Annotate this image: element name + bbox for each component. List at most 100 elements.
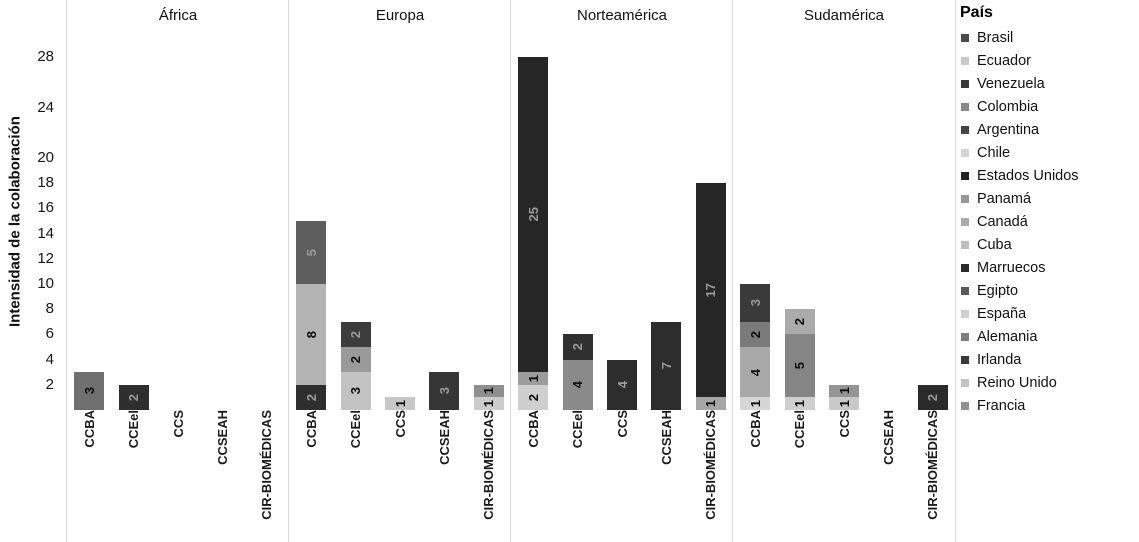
bars-area: 2 1 25 4 2 4 7 1 17 xyxy=(511,0,733,410)
bar-slot: 3 xyxy=(67,372,111,410)
bar-slot: 2 8 5 xyxy=(289,221,333,410)
bar-segment-value: 1 xyxy=(703,400,719,408)
bar-segment-value: 1 xyxy=(525,374,541,383)
bar-segment: 3 xyxy=(429,372,460,410)
bar-ccseah: 3 xyxy=(429,372,460,410)
y-axis-tick: 14 xyxy=(37,224,54,242)
bar-segment-value: 3 xyxy=(348,387,364,395)
bar-ccseah: 7 xyxy=(651,321,682,410)
legend-swatch xyxy=(961,401,969,410)
legend-swatch xyxy=(961,148,969,157)
x-axis-label: CCS xyxy=(392,410,408,438)
bar-segment-value: 1 xyxy=(836,387,852,395)
legend-item-estados-unidos: Estados Unidos xyxy=(958,164,1139,187)
x-axis-label: CCBA xyxy=(525,410,541,448)
bar-slot: 4 xyxy=(600,359,644,410)
legend-swatch xyxy=(961,33,969,42)
bar-slot: 2 xyxy=(111,384,155,410)
bar-ccs: 4 xyxy=(607,359,638,410)
legend-title: País xyxy=(960,4,993,21)
bar-segment: 7 xyxy=(651,321,682,410)
legend-label: Venezuela xyxy=(977,75,1045,92)
legend-swatch xyxy=(961,56,969,65)
x-axis-label-cell: CCEel xyxy=(777,410,821,542)
bar-segment: 2 xyxy=(562,334,593,360)
legend-item-espana: España xyxy=(958,302,1139,325)
bar-segment-value: 2 xyxy=(126,393,142,402)
x-axis-labels: CCBA CCEel CCS CCSEAH CIR-BIOMÉDICAS xyxy=(289,410,511,542)
bar-segment: 2 xyxy=(340,347,371,373)
legend-item-brasil: Brasil xyxy=(958,26,1139,49)
y-axis-tick: 8 xyxy=(45,300,54,318)
bar-segment: 4 xyxy=(740,347,771,398)
bar-slot: 1 17 xyxy=(689,183,733,410)
legend-label: Cuba xyxy=(977,236,1012,253)
legend-item-reino-unido: Reino Unido xyxy=(958,371,1139,394)
bar-segment: 2 xyxy=(118,384,149,410)
legend-swatch xyxy=(961,378,969,387)
panel-europa: Europa 2 8 5 3 2 2 1 3 1 1 CCBA CCEel CCS CCSEAH CIR-BI… xyxy=(288,0,511,542)
bar-segment: 8 xyxy=(296,284,327,385)
bar-segment-value: 1 xyxy=(481,387,497,395)
y-axis-tick: 10 xyxy=(37,275,54,292)
bar-segment: 1 xyxy=(473,397,504,410)
bar-segment-value: 2 xyxy=(792,318,808,326)
bar-segment: 1 xyxy=(829,397,860,410)
legend-label: Panamá xyxy=(977,190,1032,207)
y-axis-tick: 18 xyxy=(37,174,54,192)
bar-slot: 2 xyxy=(911,384,955,410)
x-axis-label: CIR-BIOMÉDICAS xyxy=(481,410,497,520)
x-axis-label-cell: CCS xyxy=(378,410,422,542)
bar-segment: 2 xyxy=(296,384,327,410)
x-axis-label: CCS xyxy=(614,410,630,438)
legend-item-venezuela: Venezuela xyxy=(958,72,1139,95)
plot-area: África 3 2 CCBA CCEel CCS CCSEAH CIR-BIOMÉDICAS… xyxy=(66,0,956,542)
x-axis-label-cell: CCSEAH xyxy=(200,410,244,542)
bar-ccba: 2 8 5 xyxy=(296,221,327,410)
panel-africa: África 3 2 CCBA CCEel CCS CCSEAH CIR-BIOMÉDICAS xyxy=(66,0,289,542)
legend-item-alemania: Alemania xyxy=(958,325,1139,348)
bar-segment-value: 25 xyxy=(525,207,541,222)
x-axis-label: CCSEAH xyxy=(880,410,896,465)
x-axis-label: CIR-BIOMÉDICAS xyxy=(703,410,719,520)
bar-segment: 2 xyxy=(784,309,815,335)
x-axis-label-cell: CIR-BIOMÉDICAS xyxy=(467,410,511,542)
x-axis-label-cell: CCBA xyxy=(289,410,333,542)
x-axis-label: CCBA xyxy=(303,410,319,448)
bar-segment-value: 17 xyxy=(703,283,719,298)
bar-cceel: 2 xyxy=(118,384,149,410)
bar-segment: 3 xyxy=(740,284,771,322)
x-axis-label: CCSEAH xyxy=(214,410,230,465)
bar-segment: 2 xyxy=(740,321,771,348)
legend-item-cuba: Cuba xyxy=(958,233,1139,256)
x-axis-label: CIR-BIOMÉDICAS xyxy=(925,410,941,520)
y-axis-tick: 12 xyxy=(37,249,54,267)
bar-segment-value: 7 xyxy=(658,362,674,370)
x-axis-label-cell: CCEel xyxy=(333,410,377,542)
x-axis-label-cell: CCS xyxy=(822,410,866,542)
x-axis-label-cell: CCEel xyxy=(555,410,599,542)
x-axis-label: CCEel xyxy=(570,410,586,449)
legend-label: Colombia xyxy=(977,98,1039,115)
bar-segment: 1 xyxy=(518,372,549,385)
bar-segment: 1 xyxy=(473,384,504,398)
panel-sudamerica: Sudamérica 1 4 2 3 1 5 2 1 1 2 CCBA CCEel CCS CCSEAH CI… xyxy=(732,0,956,542)
legend-swatch xyxy=(961,102,969,111)
legend-swatch xyxy=(961,194,969,203)
x-axis-label-cell: CCSEAH xyxy=(422,410,466,542)
legend-item-canada: Canadá xyxy=(958,210,1139,233)
legend-label: Egipto xyxy=(977,282,1019,299)
legend: País Brasil Ecuador Venezuela Colombia Argen… xyxy=(958,0,1139,417)
x-axis-label-cell: CCSEAH xyxy=(866,410,910,542)
bar-cir-biomedicas: 1 17 xyxy=(695,183,726,410)
bar-segment: 1 xyxy=(740,397,771,410)
bar-segment-value: 3 xyxy=(436,387,452,395)
panel-title: Norteamérica xyxy=(576,7,668,24)
x-axis-label: CCBA xyxy=(747,410,763,448)
legend-item-francia: Francia xyxy=(958,394,1139,417)
